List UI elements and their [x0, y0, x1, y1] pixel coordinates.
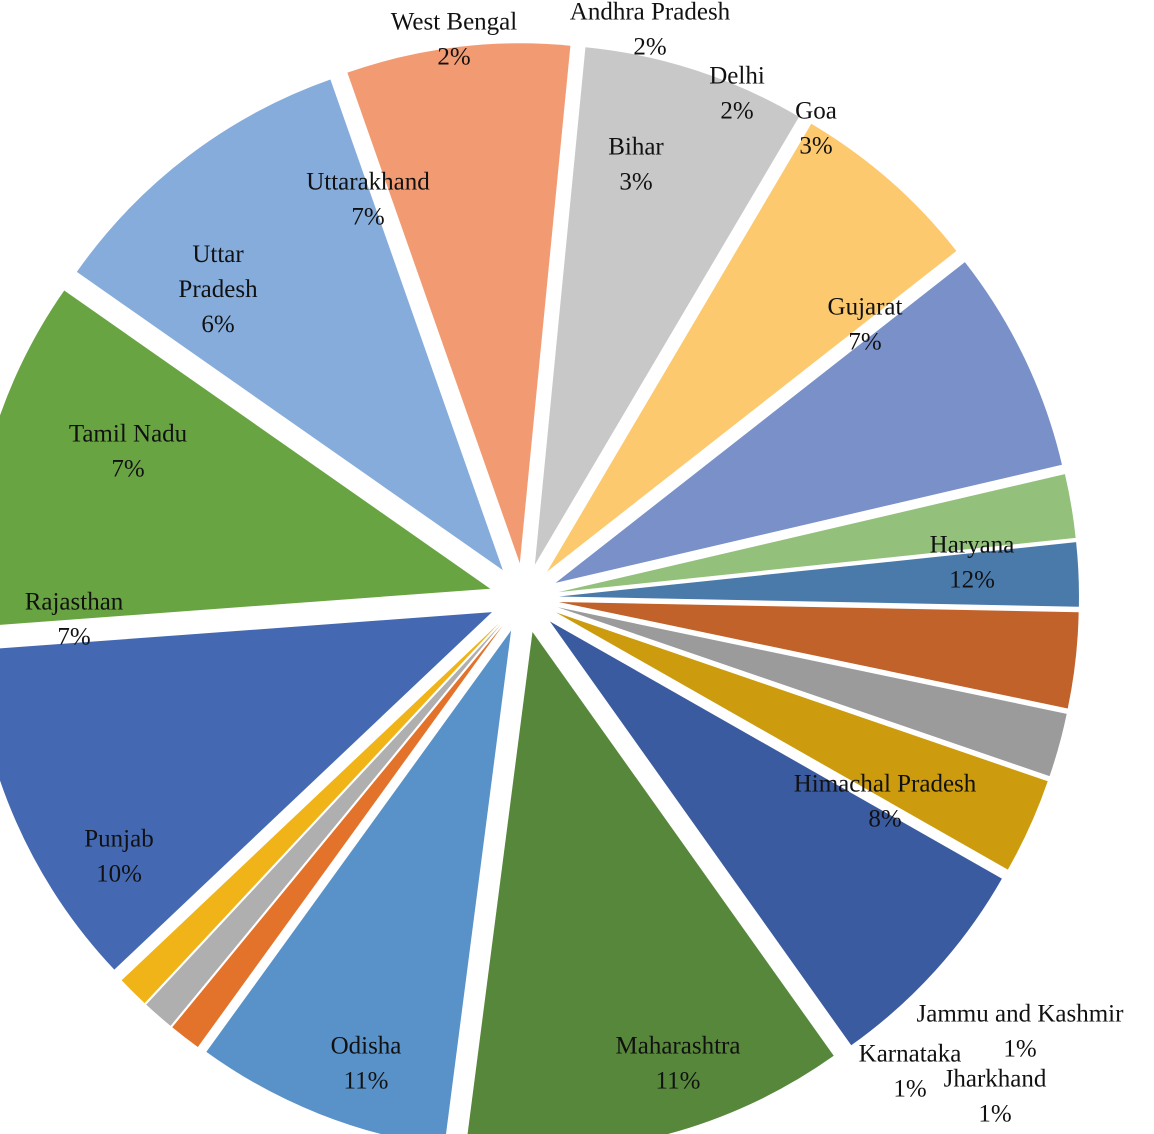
pie-slice-haryana: [467, 631, 834, 1134]
slice-label-rajasthan: Rajasthan 7%: [25, 589, 124, 651]
pie-slice-jammu-and-kashmir: [172, 625, 503, 1048]
pie-labels: Andhra Pradesh 2% Bihar 3% Delhi 2% Goa 3% Gujar…: [25, 0, 1124, 1128]
pie-slice-goa: [555, 612, 1048, 870]
pie-slice-west-bengal: [558, 474, 1076, 593]
slice-label-uttar-pradesh: Uttar Pradesh 6%: [178, 241, 258, 338]
pie-slice-gujarat: [549, 621, 1002, 1046]
slice-label-jharkhand: Jharkhand 1%: [944, 1066, 1047, 1128]
pie-slice-jharkhand: [146, 624, 501, 1026]
slice-label-odisha: Odisha 11%: [331, 1033, 402, 1095]
slice-label-punjab: Punjab 10%: [84, 826, 153, 888]
slice-label-jammu-and-kashmir: Jammu and Kashmir 1%: [917, 1001, 1125, 1063]
slice-label-gujarat: Gujarat 7%: [828, 294, 903, 356]
pie-slice-uttar-pradesh: [547, 123, 957, 572]
pie-slice-odisha: [0, 290, 491, 625]
slice-label-west-bengal: West Bengal 2%: [391, 9, 517, 71]
slice-label-uttarakhand: Uttarakhand 7%: [306, 169, 430, 231]
pie-slice-bihar: [558, 601, 1079, 709]
slice-label-tamil-nadu: Tamil Nadu 7%: [69, 421, 188, 483]
pie-slice-delhi: [557, 607, 1067, 777]
slice-label-himachal-pradesh: Himachal Pradesh 8%: [794, 771, 977, 833]
pie-slice-maharashtra: [0, 612, 492, 970]
slice-label-andhra-pradesh: Andhra Pradesh 2%: [570, 0, 731, 61]
pie-slice-andhra-pradesh: [558, 542, 1079, 607]
slice-label-bihar: Bihar 3%: [608, 134, 664, 196]
pie-slice-tamil-nadu: [534, 47, 800, 565]
pie-slice-karnataka: [121, 622, 500, 1004]
slice-label-haryana: Haryana 12%: [930, 532, 1015, 594]
pie-slices: [0, 43, 1079, 1134]
slice-label-delhi: Delhi 2%: [709, 63, 765, 125]
pie-slice-uttarakhand: [555, 262, 1062, 583]
pie-slice-punjab: [76, 79, 503, 571]
pie-slice-himachal-pradesh: [206, 630, 512, 1134]
slice-label-karnataka: Karnataka 1%: [859, 1041, 962, 1103]
pie-slice-rajasthan: [347, 43, 571, 564]
slice-label-maharashtra: Maharashtra 11%: [616, 1033, 741, 1095]
slice-label-goa: Goa 3%: [795, 98, 837, 160]
